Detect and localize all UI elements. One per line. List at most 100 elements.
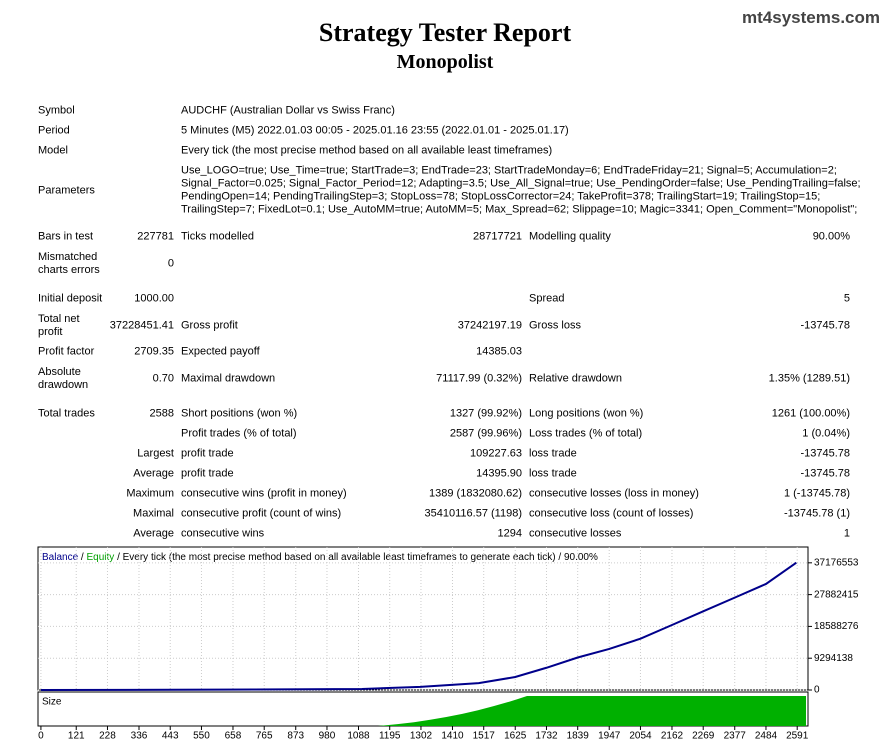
x-tick-label: 1410 (441, 731, 464, 742)
stat-value: 14395.90 (476, 467, 522, 480)
info-label: Model (38, 144, 68, 157)
x-tick-label: 2269 (692, 731, 715, 742)
x-tick-label: 1947 (598, 731, 621, 742)
stat-label: Gross profit (181, 319, 238, 332)
stat-value: Maximum (126, 487, 174, 500)
x-tick-label: 550 (193, 731, 210, 742)
stat-label: Absolute drawdown (38, 366, 89, 391)
x-tick-label: 1517 (473, 731, 496, 742)
stat-label: Bars in test (38, 230, 94, 243)
x-tick-label: 228 (99, 731, 116, 742)
stat-value: 2709.35 (134, 345, 174, 358)
stat-value: Average (133, 467, 174, 480)
stat-value: 1261 (100.00%) (771, 407, 850, 420)
stat-label: Spread (529, 292, 565, 305)
x-tick-label: 443 (162, 731, 179, 742)
x-tick-label: 658 (225, 731, 242, 742)
y-tick-label: 27882415 (814, 589, 859, 600)
info-value: 5 Minutes (M5) 2022.01.03 00:05 - 2025.0… (181, 124, 569, 137)
parameters-line: Use_LOGO=true; Use_Time=true; StartTrade… (181, 164, 837, 177)
stat-label: Loss trades (% of total) (529, 427, 643, 440)
stat-label: Expected payoff (181, 345, 260, 358)
stat-label: Profit factor (38, 345, 95, 358)
stat-label: Initial deposit (38, 292, 103, 305)
stat-label: profit trade (181, 447, 234, 460)
x-tick-label: 873 (287, 731, 304, 742)
y-tick-label: 0 (814, 685, 820, 696)
stat-label: Total net profit (38, 313, 80, 338)
x-tick-label: 1625 (504, 731, 527, 742)
stat-value: 1 (0.04%) (802, 427, 850, 440)
x-tick-label: 2162 (661, 731, 684, 742)
x-tick-label: 2377 (724, 731, 747, 742)
x-tick-label: 2484 (755, 731, 778, 742)
stat-value: -13745.78 (800, 447, 850, 460)
parameters-label: Parameters (38, 184, 95, 197)
stat-value: 71117.99 (0.32%) (436, 372, 522, 385)
stat-value: 37242197.19 (457, 319, 522, 332)
stat-label: loss trade (529, 447, 577, 460)
x-tick-label: 1088 (347, 731, 370, 742)
legend-balance: Balance (42, 552, 79, 563)
stat-value: 1000.00 (134, 292, 174, 305)
stat-value: 14385.03 (476, 345, 522, 358)
stat-label: Total trades (38, 407, 95, 420)
stat-value: 1.35% (1289.51) (768, 372, 850, 385)
x-tick-label: 1732 (535, 731, 558, 742)
x-tick-label: 1839 (567, 731, 590, 742)
stat-value: -13745.78 (800, 467, 850, 480)
stat-label: Modelling quality (529, 230, 611, 243)
stat-value: 28717721 (473, 230, 522, 243)
stat-label: profit trade (181, 467, 234, 480)
legend-separator: / (81, 552, 84, 563)
stat-value: 1389 (1832080.62) (429, 487, 522, 500)
parameters-line: TrailingStep=7; FixedLot=0.1; Use_AutoMM… (181, 203, 858, 216)
chart-legend: Balance / Equity / Every tick (the most … (42, 552, 598, 563)
stat-value: 37228451.41 (109, 319, 174, 332)
legend-description: Every tick (the most precise method base… (123, 552, 598, 563)
stat-value: 1327 (99.92%) (449, 407, 522, 420)
report-subtitle: Monopolist (396, 51, 494, 73)
stat-value: 0.70 (152, 372, 174, 385)
stat-label: Gross loss (529, 319, 581, 332)
y-tick-label: 9294138 (814, 653, 853, 664)
stat-label: Ticks modelled (181, 230, 254, 243)
chart-frame (37, 546, 809, 691)
stat-label: Mismatched charts errors (38, 251, 100, 276)
stat-label: consecutive losses (loss in money) (529, 487, 699, 500)
legend-separator: / (117, 552, 120, 563)
x-tick-label: 2054 (629, 731, 652, 742)
stat-label: Profit trades (% of total) (181, 427, 297, 440)
x-tick-label: 121 (68, 731, 85, 742)
stat-value: Average (133, 527, 174, 540)
stat-value: 1294 (497, 527, 522, 540)
info-label: Symbol (38, 104, 75, 117)
stat-value: Largest (137, 447, 174, 460)
x-tick-label: 1195 (379, 731, 401, 742)
x-tick-label: 980 (319, 731, 336, 742)
parameters-line: PendingOpen=14; PendingTrailingStep=3; S… (181, 190, 821, 203)
stat-label: loss trade (529, 467, 577, 480)
stat-value: 1 (-13745.78) (783, 487, 850, 500)
stat-label: consecutive loss (count of losses) (529, 507, 694, 520)
legend-equity: Equity (86, 552, 114, 563)
y-tick-label: 37176553 (814, 557, 859, 568)
size-area (378, 696, 806, 726)
info-label: Period (38, 124, 70, 137)
site-name: mt4systems.com (742, 8, 880, 27)
stat-label: consecutive wins (181, 527, 265, 540)
stat-value: 2587 (99.96%) (449, 427, 522, 440)
stat-value: 2588 (149, 407, 174, 420)
stat-label: consecutive losses (529, 527, 622, 540)
x-tick-label: 765 (256, 731, 273, 742)
stat-value: 5 (843, 292, 850, 305)
info-value: AUDCHF (Australian Dollar vs Swiss Franc… (181, 104, 395, 117)
stat-label: Long positions (won %) (529, 407, 644, 420)
stat-value: -13745.78 (800, 319, 850, 332)
report-title: Strategy Tester Report (318, 18, 572, 47)
stat-value: 35410116.57 (1198) (424, 507, 522, 520)
stat-value: 227781 (137, 230, 174, 243)
y-tick-label: 18588276 (814, 621, 859, 632)
